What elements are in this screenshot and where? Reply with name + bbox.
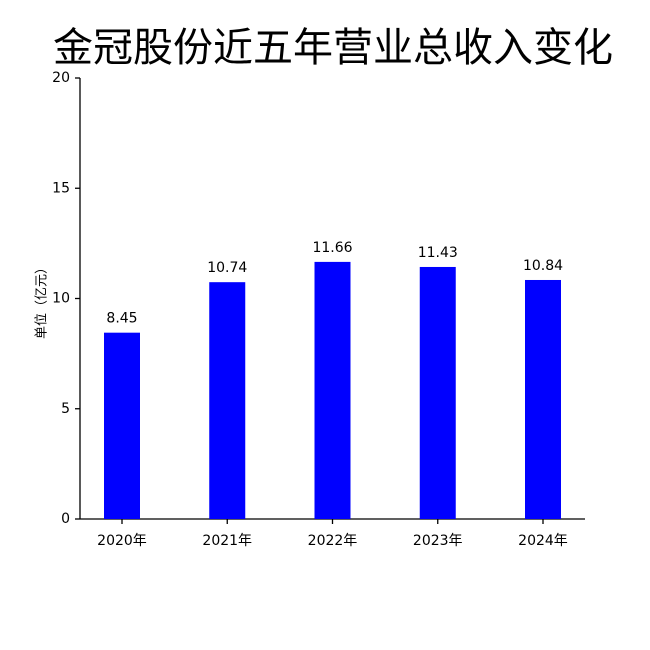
value-label: 8.45 (106, 311, 137, 327)
x-tick-label: 2024年 (518, 533, 568, 549)
x-tick-label: 2020年 (97, 533, 147, 549)
y-axis-label: 单位（亿元） (35, 261, 50, 339)
bar (525, 279, 561, 519)
y-tick-label: 20 (52, 70, 70, 86)
bar (209, 282, 246, 519)
y-tick-label: 15 (52, 180, 70, 196)
y-tick-label: 10 (52, 291, 70, 307)
bar (419, 266, 456, 519)
y-tick-label: 5 (61, 401, 70, 417)
x-tick-label: 2022年 (308, 533, 358, 549)
value-label: 10.84 (523, 258, 563, 274)
value-label: 11.43 (418, 245, 458, 261)
y-tick-label: 0 (61, 511, 70, 527)
x-tick-label: 2023年 (413, 533, 463, 549)
chart-title: 金冠股份近五年营业总收入变化 (53, 25, 613, 71)
bar (314, 261, 351, 519)
x-tick-label: 2021年 (202, 533, 252, 549)
value-label: 11.66 (312, 240, 352, 256)
value-label: 10.74 (207, 260, 247, 276)
bar (104, 332, 140, 519)
